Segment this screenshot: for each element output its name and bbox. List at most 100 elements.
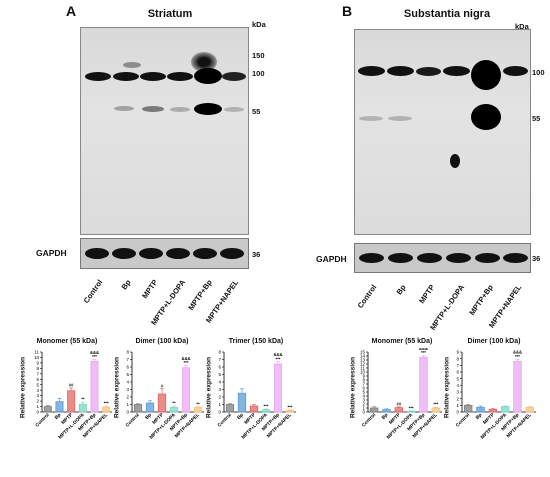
bar <box>67 390 76 413</box>
band <box>114 106 134 111</box>
y-tick-label: 1 <box>36 404 39 409</box>
y-tick-label: 8 <box>456 356 459 361</box>
band <box>387 66 414 76</box>
y-tick-label: 13 <box>360 358 366 363</box>
y-tick-label: 4 <box>126 380 129 385</box>
significance-label: *** <box>92 354 97 359</box>
panel-b-marker-100: 100 <box>532 68 545 77</box>
bar <box>55 401 64 413</box>
band <box>85 248 109 259</box>
bar <box>133 404 143 413</box>
bar <box>78 403 87 413</box>
bar <box>382 409 391 413</box>
panel-b-marker-55: 55 <box>532 114 541 123</box>
y-tick-label: 5 <box>126 372 129 377</box>
bar <box>157 393 167 413</box>
panel-a-marker-150: 150 <box>252 51 265 60</box>
panel-b-gapdh-label: GAPDH <box>316 254 347 264</box>
significance-label: *** <box>288 404 293 409</box>
bar <box>193 407 203 413</box>
panel-a-lane-label: MPTP+Bp <box>186 277 214 312</box>
panel-a-gapdh-blot <box>80 238 249 269</box>
y-tick-label: 7 <box>362 382 365 387</box>
panel-a-lane-label: MPTP <box>140 277 160 301</box>
y-tick-label: 11 <box>360 366 365 371</box>
y-tick-label: 3 <box>36 393 39 398</box>
band <box>167 72 193 81</box>
y-tick-label: 2 <box>362 402 365 407</box>
bar <box>369 407 379 413</box>
bar <box>406 410 416 413</box>
significance-label: &&& <box>513 350 522 355</box>
y-tick-label: 7 <box>36 371 39 376</box>
y-tick-label: 8 <box>36 366 39 371</box>
band <box>194 103 222 115</box>
x-tick-label: Control <box>455 412 471 428</box>
y-tick-label: 6 <box>36 377 39 382</box>
band <box>471 104 501 130</box>
bar <box>145 402 155 413</box>
y-tick-label: 0 <box>362 410 365 415</box>
panel-a-lane-label: Bp <box>119 277 133 292</box>
significance-label: &&& <box>90 350 99 355</box>
band <box>193 248 217 259</box>
y-tick-label: 8 <box>218 350 221 355</box>
significance-label: *** <box>276 356 281 361</box>
significance-label: *** <box>104 401 109 406</box>
y-tick-label: 2 <box>218 395 221 400</box>
bar <box>285 410 295 413</box>
y-tick-label: 0 <box>36 410 39 415</box>
y-tick-label: 7 <box>126 357 129 362</box>
y-tick-label: 9 <box>456 350 459 355</box>
panel-a-kda-label: kDa <box>252 20 266 29</box>
y-tick-label: 14 <box>360 354 366 359</box>
panel-b-letter: B <box>342 3 353 19</box>
chart-4-title: Monomer (55 kDa) <box>371 338 433 345</box>
band <box>113 72 139 81</box>
panel-a-gapdh-label: GAPDH <box>36 248 67 258</box>
y-tick-label: 0 <box>456 410 459 415</box>
band <box>166 248 190 259</box>
x-tick-label: Control <box>217 412 233 428</box>
panel-b-gapdh-blot <box>354 243 531 273</box>
y-tick-label: 6 <box>456 370 459 375</box>
significance-label: ** <box>81 397 85 402</box>
bar <box>431 407 441 413</box>
y-tick-label: 4 <box>456 383 459 388</box>
y-tick-label: 3 <box>218 387 221 392</box>
band <box>220 248 244 259</box>
panel-b-lane-label: Control <box>356 282 379 310</box>
bar <box>500 406 510 413</box>
panel-a-letter: A <box>66 3 77 19</box>
significance-label: ## <box>69 383 74 388</box>
y-tick-label: 10 <box>34 355 40 360</box>
chart-1-ylabel: Relative expression <box>19 356 27 419</box>
y-tick-label: 7 <box>456 363 459 368</box>
bar <box>169 407 179 413</box>
significance-label: ** <box>172 401 176 406</box>
bar <box>90 360 99 413</box>
band <box>85 72 111 81</box>
y-tick-label: 7 <box>218 357 221 362</box>
panel-b-blot <box>354 29 531 235</box>
y-tick-label: 1 <box>126 402 129 407</box>
bar <box>525 406 535 413</box>
band <box>139 248 163 259</box>
panel-b-gapdh-mw: 36 <box>532 254 541 263</box>
bar <box>225 404 235 413</box>
significance-label: ** <box>196 401 200 406</box>
y-tick-label: 1 <box>218 402 221 407</box>
x-tick-label: Bp <box>54 412 63 421</box>
band <box>359 116 383 121</box>
y-tick-label: 3 <box>362 398 365 403</box>
y-tick-label: 9 <box>362 374 365 379</box>
band <box>224 107 244 112</box>
bar <box>419 356 428 413</box>
bar <box>102 406 111 413</box>
y-tick-label: 6 <box>362 386 365 391</box>
significance-label: &&& <box>273 352 282 357</box>
band <box>140 72 166 81</box>
y-tick-label: 8 <box>126 350 129 355</box>
